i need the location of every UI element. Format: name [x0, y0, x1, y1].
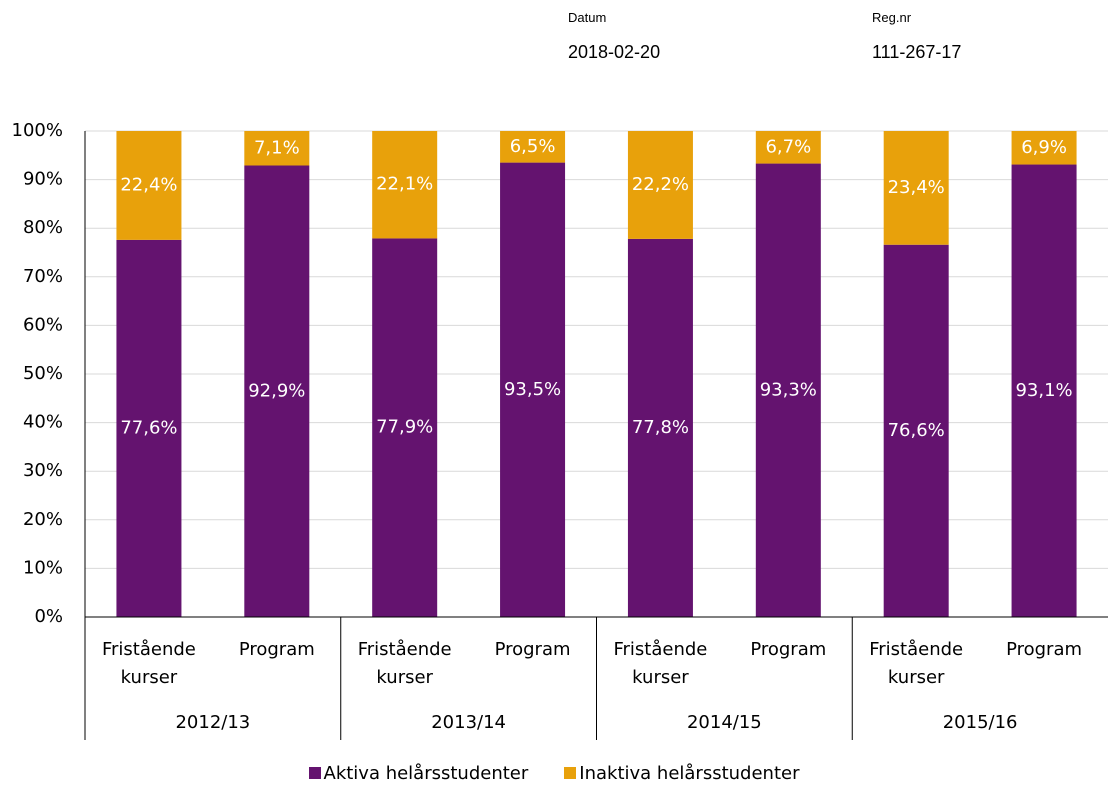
legend-swatch — [308, 767, 321, 779]
bar-segment — [1011, 164, 1077, 617]
legend-item: Aktiva helårsstudenter — [308, 763, 529, 784]
x-tick-label: Fristående kurser — [869, 639, 964, 688]
bar-segment — [116, 239, 182, 617]
bar-segment — [500, 131, 566, 163]
x-tick-label: Fristående kurser — [101, 639, 196, 688]
legend-label: Inaktiva helårsstudenter — [579, 763, 800, 784]
group-label: 2015/16 — [942, 712, 1018, 733]
value-label: 6,7% — [765, 136, 811, 157]
value-label: 92,9% — [248, 380, 305, 401]
value-label: 22,4% — [120, 174, 177, 195]
group-label: 2013/14 — [431, 712, 507, 733]
value-label: 22,2% — [632, 174, 689, 195]
y-tick-label: 90% — [23, 169, 63, 190]
bar-segment — [755, 131, 821, 164]
bar-segment — [372, 131, 438, 239]
x-tick-label: Fristående kurser — [613, 639, 708, 688]
y-tick-label: 40% — [23, 412, 63, 433]
x-tick-label: Program — [238, 639, 315, 660]
y-tick-label: 50% — [23, 363, 63, 384]
value-label: 93,1% — [1015, 380, 1072, 401]
bar-segment — [500, 162, 566, 617]
bar-segment — [116, 131, 182, 240]
group-label: 2014/15 — [686, 712, 762, 733]
group-label: 2012/13 — [175, 712, 251, 733]
y-tick-label: 60% — [23, 314, 63, 335]
value-label: 7,1% — [254, 137, 300, 158]
value-label: 6,5% — [510, 136, 556, 157]
bar-segment — [755, 163, 821, 617]
value-label: 77,6% — [120, 417, 177, 438]
value-label: 77,8% — [632, 417, 689, 438]
y-tick-label: 10% — [23, 557, 63, 578]
legend-swatch — [564, 767, 577, 779]
x-tick-label: Program — [750, 639, 827, 660]
legend-label: Aktiva helårsstudenter — [323, 763, 529, 784]
legend: Aktiva helårsstudenter Inaktiva helårsstu… — [0, 763, 1108, 784]
value-label: 93,5% — [504, 379, 561, 400]
y-tick-label: 20% — [23, 509, 63, 530]
x-tick-label: Program — [1006, 639, 1083, 660]
date-label: Datum — [568, 10, 607, 25]
y-tick-label: 100% — [12, 120, 63, 141]
x-tick-label: Program — [494, 639, 571, 660]
value-label: 77,9% — [376, 417, 433, 438]
y-tick-label: 80% — [23, 217, 63, 238]
date: 2018-02-20 — [568, 42, 661, 62]
bar-segment — [244, 131, 310, 166]
bar-segment — [372, 238, 438, 617]
reg-label: Reg.nr — [872, 10, 912, 25]
bar-segment — [244, 165, 310, 618]
y-tick-label: 0% — [34, 606, 63, 627]
bar-segment — [883, 131, 949, 245]
reg-number: 111-267-17 — [872, 42, 962, 62]
y-tick-label: 70% — [23, 266, 63, 287]
bar-segment — [1011, 131, 1077, 165]
value-label: 93,3% — [760, 379, 817, 400]
bar-segment — [627, 131, 693, 239]
y-tick-label: 30% — [23, 460, 63, 481]
bar-segment — [883, 244, 949, 617]
value-label: 6,9% — [1021, 137, 1067, 158]
value-label: 22,1% — [376, 174, 433, 195]
x-tick-label: Fristående kurser — [357, 639, 452, 688]
legend-item: Inaktiva helårsstudenter — [564, 763, 800, 784]
bar-segment — [627, 238, 693, 617]
value-label: 23,4% — [888, 177, 945, 198]
value-label: 76,6% — [888, 420, 945, 441]
